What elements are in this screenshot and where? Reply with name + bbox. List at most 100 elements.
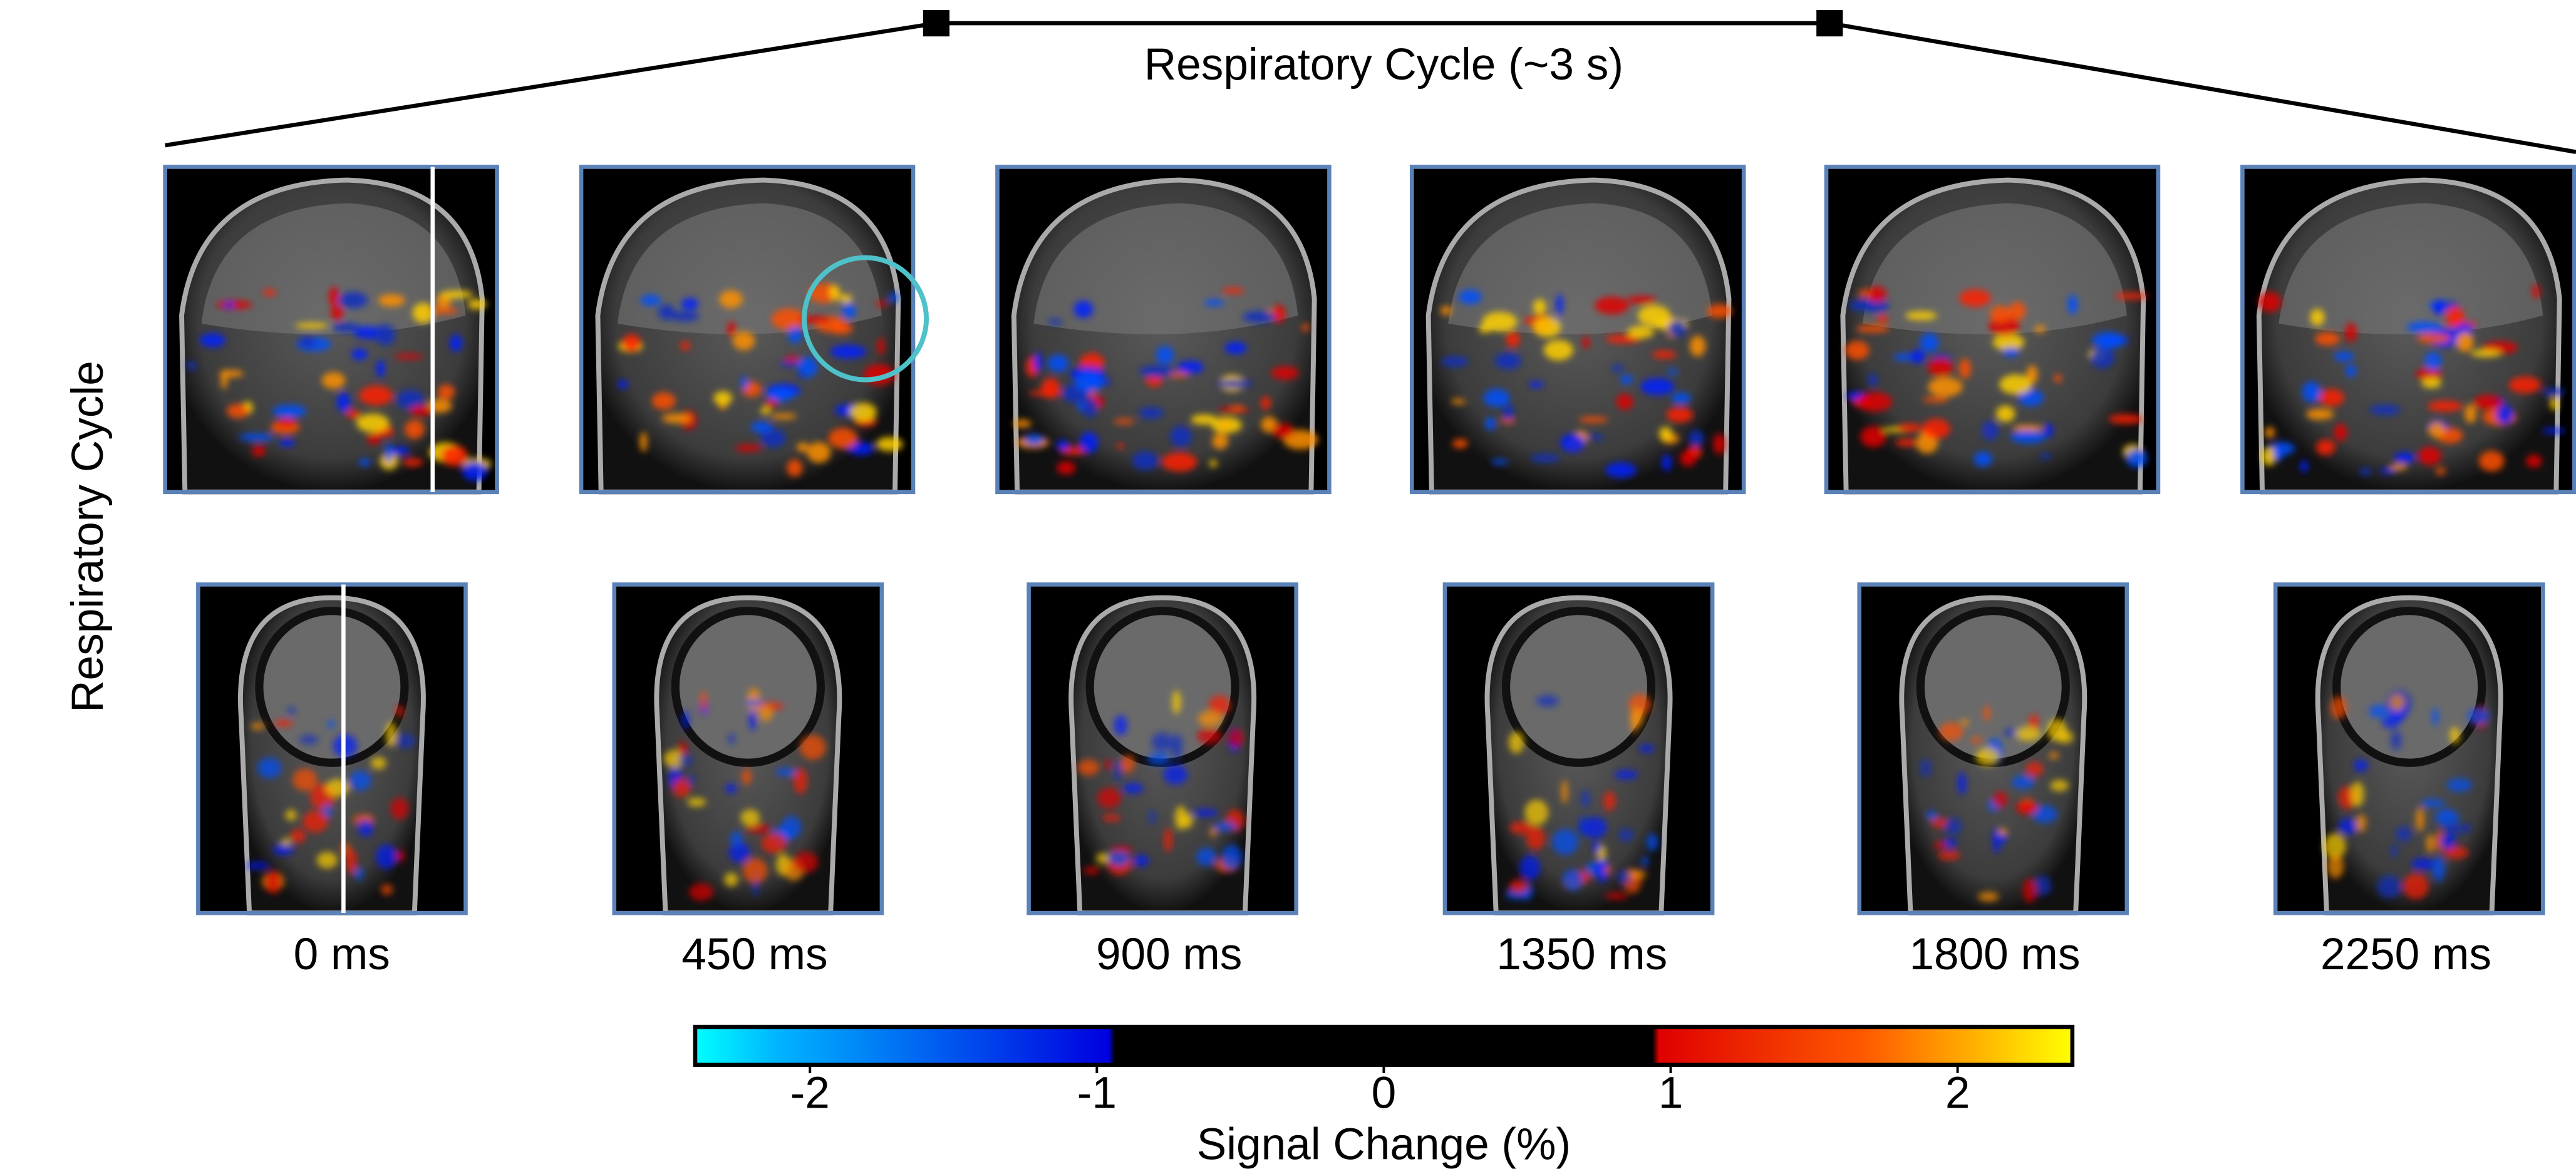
signal-blob xyxy=(742,768,752,785)
signal-blob xyxy=(2334,423,2347,441)
signal-blob xyxy=(2028,714,2039,729)
signal-blob xyxy=(771,308,806,330)
signal-blob xyxy=(345,848,357,873)
signal-blob xyxy=(1132,451,1159,470)
signal-blob xyxy=(2465,404,2476,423)
signal-blob xyxy=(2389,464,2408,471)
signal-blob xyxy=(1485,417,1496,430)
signal-blob xyxy=(2345,322,2357,342)
signal-blob xyxy=(622,334,641,352)
signal-blob xyxy=(385,443,393,463)
signal-blob xyxy=(1959,289,1991,307)
signal-blob xyxy=(1893,353,1915,361)
signal-blob xyxy=(876,437,903,451)
signal-blob xyxy=(1640,378,1675,396)
signal-blob xyxy=(2327,854,2344,878)
signal-blob xyxy=(1999,374,2032,394)
signal-blob xyxy=(1452,438,1468,449)
image-frame xyxy=(1027,582,1298,915)
signal-blob xyxy=(730,831,743,847)
signal-blob xyxy=(2359,468,2372,475)
sagittal-image xyxy=(2240,165,2576,495)
frame-time-label: 1800 ms xyxy=(1909,930,2080,979)
signal-blob xyxy=(2432,856,2446,882)
signal-blob xyxy=(1079,431,1099,453)
signal-blob xyxy=(428,307,459,314)
signal-blob xyxy=(274,719,294,727)
signal-blob xyxy=(1958,358,1972,379)
signal-blob xyxy=(686,797,706,807)
signal-blob xyxy=(462,461,488,481)
signal-blob xyxy=(1563,868,1583,891)
signal-blob xyxy=(876,301,888,307)
image-frame xyxy=(995,165,1332,495)
signal-blob xyxy=(1213,821,1237,832)
signal-blob xyxy=(1561,780,1568,804)
signal-blob xyxy=(1508,731,1524,754)
signal-blob xyxy=(1637,305,1671,326)
signal-blob xyxy=(1638,744,1655,753)
signal-blob xyxy=(396,389,425,410)
signal-blob xyxy=(338,292,368,309)
signal-blob xyxy=(2369,404,2401,415)
signal-blob xyxy=(358,819,373,837)
signal-overlay xyxy=(1844,286,2148,468)
signal-blob xyxy=(877,337,885,355)
signal-blob xyxy=(1509,821,1533,835)
signal-blob xyxy=(1212,433,1229,450)
colorbar-tick-label: 1 xyxy=(1658,1069,1684,1118)
signal-blob xyxy=(1482,311,1518,332)
signal-blob xyxy=(2044,423,2053,438)
signal-blob xyxy=(2351,781,2364,807)
signal-blob xyxy=(1990,306,2012,322)
sagittal-image xyxy=(1824,165,2161,495)
signal-blob xyxy=(1208,695,1231,716)
signal-blob xyxy=(798,371,805,379)
signal-blob xyxy=(687,774,695,786)
signal-blob xyxy=(1595,858,1609,883)
signal-blob xyxy=(1592,840,1601,854)
signal-blob xyxy=(2368,704,2390,719)
signal-blob xyxy=(1641,857,1649,867)
sagittal-image xyxy=(579,165,916,495)
signal-blob xyxy=(441,445,468,466)
signal-blob xyxy=(272,843,294,856)
signal-blob xyxy=(1616,394,1633,410)
frame-time-label: 1350 ms xyxy=(1496,930,1667,979)
signal-blob xyxy=(807,441,831,463)
signal-blob xyxy=(775,768,796,776)
signal-blob xyxy=(1107,851,1130,866)
image-frame xyxy=(163,165,499,495)
signal-blob xyxy=(1013,420,1032,428)
signal-blob xyxy=(2379,468,2396,474)
signal-blob xyxy=(376,844,397,869)
signal-blob xyxy=(677,741,688,756)
signal-blob xyxy=(299,735,319,744)
signal-blob xyxy=(405,420,425,439)
signal-blob xyxy=(1271,366,1300,380)
signal-blob xyxy=(449,334,463,352)
signal-blob xyxy=(1138,407,1164,419)
signal-blob xyxy=(2338,818,2357,835)
signal-blob xyxy=(1272,423,1295,438)
signal-blob xyxy=(1483,389,1510,407)
signal-blob xyxy=(2022,878,2037,904)
signal-blob xyxy=(1920,332,1939,353)
skull xyxy=(2332,607,2486,767)
signal-blob xyxy=(302,810,328,833)
signal-blob xyxy=(742,858,768,883)
signal-blob xyxy=(2324,833,2347,860)
coronal-image xyxy=(1442,582,1715,916)
signal-blob xyxy=(375,324,395,346)
signal-blob xyxy=(2479,450,2505,471)
signal-blob xyxy=(2470,349,2501,358)
signal-blob xyxy=(1896,423,1923,432)
signal-blob xyxy=(1992,334,2025,351)
signal-blob xyxy=(1301,323,1309,332)
signal-blob xyxy=(765,399,778,408)
signal-blob xyxy=(2415,807,2425,832)
signal-blob xyxy=(2011,775,2035,790)
signal-blob xyxy=(661,413,692,424)
signal-blob xyxy=(2394,452,2416,464)
signal-blob xyxy=(787,459,803,477)
